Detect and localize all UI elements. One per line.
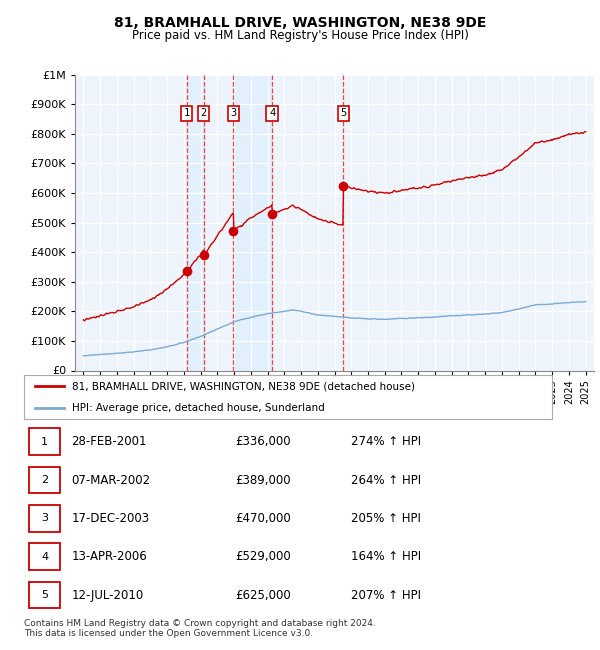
Text: 2: 2 bbox=[41, 475, 48, 485]
Text: 1: 1 bbox=[184, 108, 190, 118]
Text: 1: 1 bbox=[41, 437, 48, 447]
Text: 4: 4 bbox=[269, 108, 275, 118]
Text: Contains HM Land Registry data © Crown copyright and database right 2024.
This d: Contains HM Land Registry data © Crown c… bbox=[24, 619, 376, 638]
Text: 5: 5 bbox=[41, 590, 48, 600]
FancyBboxPatch shape bbox=[29, 428, 60, 455]
Text: 3: 3 bbox=[41, 514, 48, 523]
Text: 164% ↑ HPI: 164% ↑ HPI bbox=[352, 550, 421, 563]
Bar bbox=[187, 75, 204, 370]
Text: 81, BRAMHALL DRIVE, WASHINGTON, NE38 9DE: 81, BRAMHALL DRIVE, WASHINGTON, NE38 9DE bbox=[114, 16, 486, 31]
FancyBboxPatch shape bbox=[29, 582, 60, 608]
Text: 81, BRAMHALL DRIVE, WASHINGTON, NE38 9DE (detached house): 81, BRAMHALL DRIVE, WASHINGTON, NE38 9DE… bbox=[71, 381, 415, 391]
Text: 28-FEB-2001: 28-FEB-2001 bbox=[71, 436, 147, 448]
Bar bbox=[233, 75, 272, 370]
Text: 207% ↑ HPI: 207% ↑ HPI bbox=[352, 589, 421, 602]
Text: 17-DEC-2003: 17-DEC-2003 bbox=[71, 512, 149, 525]
Text: 13-APR-2006: 13-APR-2006 bbox=[71, 550, 147, 563]
FancyBboxPatch shape bbox=[29, 505, 60, 532]
Text: £336,000: £336,000 bbox=[235, 436, 291, 448]
Text: 5: 5 bbox=[340, 108, 346, 118]
Text: 3: 3 bbox=[230, 108, 236, 118]
Text: £470,000: £470,000 bbox=[235, 512, 291, 525]
Text: 2: 2 bbox=[200, 108, 207, 118]
Text: 07-MAR-2002: 07-MAR-2002 bbox=[71, 473, 151, 486]
Text: £625,000: £625,000 bbox=[235, 589, 291, 602]
Text: 4: 4 bbox=[41, 552, 48, 562]
Text: 12-JUL-2010: 12-JUL-2010 bbox=[71, 589, 144, 602]
Text: 205% ↑ HPI: 205% ↑ HPI bbox=[352, 512, 421, 525]
FancyBboxPatch shape bbox=[29, 543, 60, 570]
Text: Price paid vs. HM Land Registry's House Price Index (HPI): Price paid vs. HM Land Registry's House … bbox=[131, 29, 469, 42]
FancyBboxPatch shape bbox=[29, 467, 60, 493]
Text: £529,000: £529,000 bbox=[235, 550, 291, 563]
Text: £389,000: £389,000 bbox=[235, 473, 291, 486]
Text: 264% ↑ HPI: 264% ↑ HPI bbox=[352, 473, 421, 486]
Text: 274% ↑ HPI: 274% ↑ HPI bbox=[352, 436, 421, 448]
Text: HPI: Average price, detached house, Sunderland: HPI: Average price, detached house, Sund… bbox=[71, 403, 324, 413]
